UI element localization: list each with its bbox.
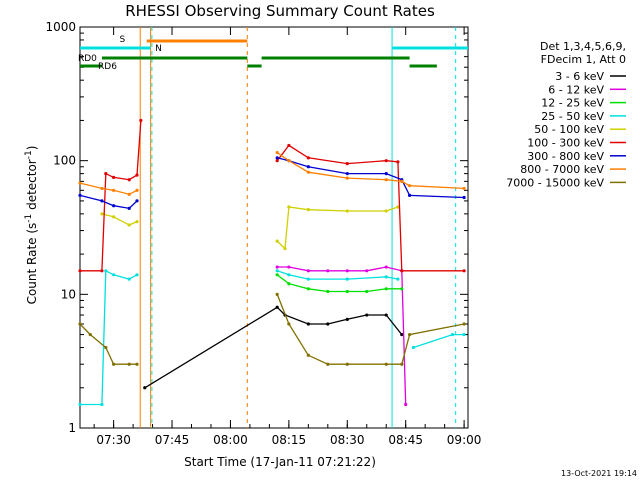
y-axis-label-mid: detector xyxy=(25,159,39,214)
series-8 xyxy=(78,292,466,366)
y-tick-label: 10 xyxy=(61,287,76,301)
series-1 xyxy=(275,265,408,407)
x-tick-label: 08:15 xyxy=(272,433,307,447)
x-tick-label: 07:30 xyxy=(96,433,131,447)
series-line-segment xyxy=(79,182,138,195)
y-axis-label-main: Count Rate (s xyxy=(25,223,39,305)
series-line-segment xyxy=(276,144,465,272)
series-5 xyxy=(78,118,466,273)
y-axis-label-end: ) xyxy=(25,146,39,151)
series-line-segment xyxy=(79,194,138,209)
plot-frame xyxy=(79,26,469,429)
data-point xyxy=(462,186,466,191)
legend-header: FDecim 1, Att 0 xyxy=(541,53,626,66)
x-axis-label: Start Time (17-Jan-11 07:21:22) xyxy=(184,455,376,469)
legend-label: 50 - 100 keV xyxy=(534,123,604,136)
series-2 xyxy=(275,273,404,294)
series-line-segment xyxy=(80,120,142,272)
y-axis-label-sup2: -1 xyxy=(24,150,34,159)
series-3 xyxy=(78,269,466,407)
y-tick-label: 1 xyxy=(68,421,76,435)
series-6 xyxy=(78,156,466,210)
y-tick-label: 1000 xyxy=(45,20,76,34)
legend-label: 800 - 7000 keV xyxy=(520,163,604,176)
series-0 xyxy=(143,305,404,390)
series-line-segment xyxy=(144,306,403,389)
axes: 1 10 100 1000 07:30 07:45 08:00 08:15 08:30 08:45… xyxy=(45,20,481,447)
legend-header: Det 1,3,4,5,6,9, xyxy=(540,40,626,53)
legend-label: 300 - 800 keV xyxy=(527,150,604,163)
series-line-segment xyxy=(101,213,138,226)
series-line-segment xyxy=(277,266,407,405)
data-point xyxy=(462,195,466,200)
y-tick-label: 100 xyxy=(53,154,76,168)
marker-label: N xyxy=(155,44,162,54)
x-tick-label: 07:45 xyxy=(155,433,190,447)
series-line-segment xyxy=(276,294,465,365)
series-line-segment xyxy=(413,333,465,349)
legend-label: 3 - 6 keV xyxy=(555,70,604,83)
legend-label: 6 - 12 keV xyxy=(548,83,604,96)
series-line-segment xyxy=(79,323,137,365)
series-line-segment xyxy=(276,274,402,293)
legend: Det 1,3,4,5,6,9,FDecim 1, Att 0 3 - 6 keV… xyxy=(506,40,626,189)
marker-label: S xyxy=(119,35,125,45)
series-4 xyxy=(100,205,400,251)
timestamp: 13-Oct-2021 19:14 xyxy=(561,469,637,478)
series-group xyxy=(78,118,466,407)
marker-label: RD0 xyxy=(78,54,97,64)
x-tick-label: 09:00 xyxy=(447,433,482,447)
series-line-segment xyxy=(276,152,465,190)
x-tick-label: 08:00 xyxy=(213,433,248,447)
chart-title: RHESSI Observing Summary Count Rates xyxy=(125,2,435,20)
series-line-segment xyxy=(80,269,138,406)
legend-label: 25 - 50 keV xyxy=(541,110,604,123)
x-tick-label: 08:30 xyxy=(330,433,365,447)
series-line-segment xyxy=(277,157,465,199)
y-axis-label-sup1: -1 xyxy=(24,214,34,223)
series-line-segment xyxy=(276,270,399,280)
y-axis-label: Count Rate (s-1 detector-1) xyxy=(24,146,39,305)
series-7 xyxy=(78,150,466,196)
data-point xyxy=(275,265,279,269)
legend-label: 7000 - 15000 keV xyxy=(506,176,604,189)
series-line-segment xyxy=(276,206,399,251)
legend-label: 12 - 25 keV xyxy=(541,97,604,110)
legend-label: 100 - 300 keV xyxy=(527,137,604,150)
data-point xyxy=(462,332,466,337)
marker-label: RD6 xyxy=(98,62,117,72)
data-point xyxy=(462,269,466,273)
x-tick-label: 08:45 xyxy=(388,433,423,447)
